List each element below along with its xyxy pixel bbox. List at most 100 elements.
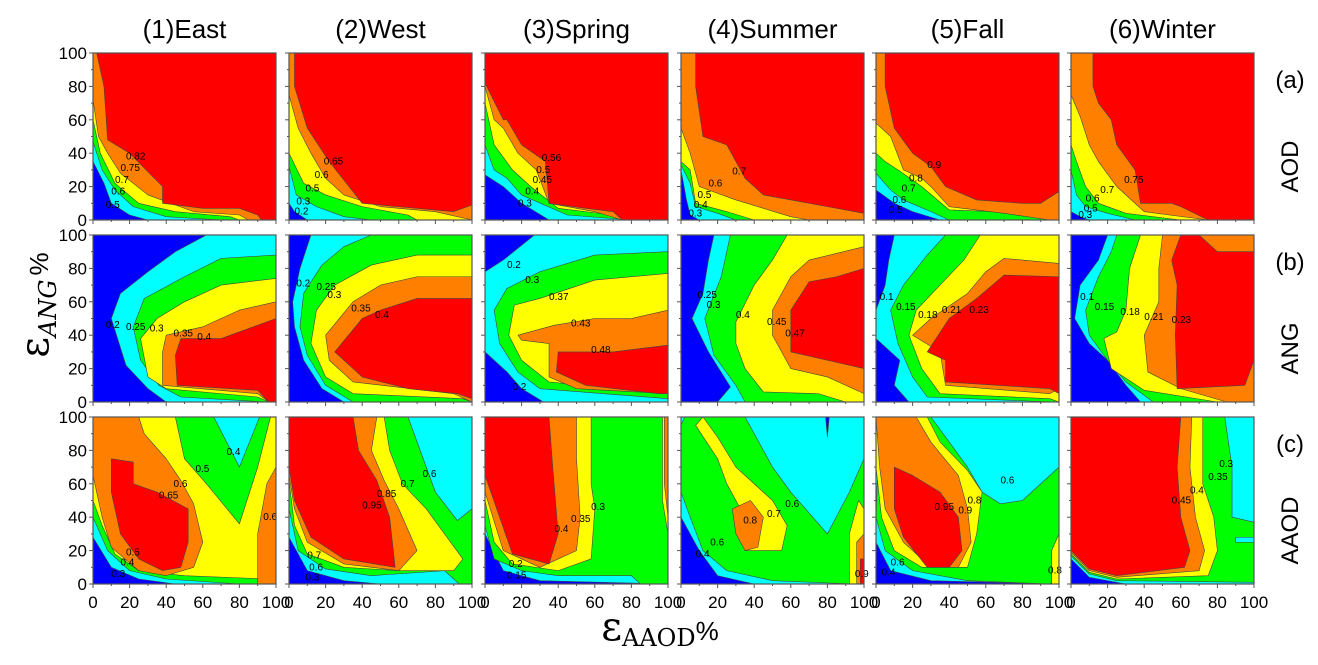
y-tick-label: 0 <box>78 211 87 230</box>
contour-band <box>731 500 764 551</box>
contour-label: 0.3 <box>111 569 125 580</box>
contour-band <box>288 416 396 568</box>
x-tick-label: 100 <box>850 593 878 612</box>
x-tick-label: 80 <box>1013 593 1032 612</box>
contour-label: 0.56 <box>542 153 562 164</box>
contour-label: 0.25 <box>126 322 146 333</box>
contour-label: 0.2 <box>512 382 526 393</box>
contour-label: 0.45 <box>533 175 553 186</box>
contour-band <box>334 298 473 399</box>
y-tick-label: 80 <box>68 259 87 278</box>
contour-label: 0.9 <box>855 569 869 580</box>
contour-label: 0.6 <box>1000 475 1014 486</box>
contour-label: 0.4 <box>120 557 134 568</box>
contour-label: 0.2 <box>509 559 523 570</box>
contour-label: 0.75 <box>120 163 140 174</box>
contour-label: 0.15 <box>507 571 527 582</box>
y-label-suffix: % <box>24 252 54 275</box>
contour-label: 0.2 <box>507 260 521 271</box>
y-tick-label: 20 <box>68 178 87 197</box>
x-tick-label: 20 <box>903 593 922 612</box>
y-tick-label: 40 <box>68 508 87 527</box>
contour-label: 0.82 <box>126 152 146 163</box>
contour-label: 0.4 <box>694 200 708 211</box>
contour-label: 0.35 <box>1208 472 1228 483</box>
contour-label: 0.4 <box>881 567 895 578</box>
contour-band <box>893 466 963 568</box>
x-tick-label: 20 <box>708 593 727 612</box>
contour-panel: 0.7 0.60.50.40.3 <box>677 52 865 224</box>
contour-label: 0.4 <box>227 447 241 458</box>
y-label-symbol: ε <box>12 337 58 358</box>
x-tick-label: 100 <box>458 593 486 612</box>
x-tick-label: 80 <box>426 593 445 612</box>
contour-panel: 0.30.350.4 0.20.15 0 20 40 60 80 100 <box>480 416 682 612</box>
contour-panel: 0.60.70.850.950.70.60.30 20 40 60 80 100 <box>284 416 486 612</box>
x-tick-label: 80 <box>818 593 837 612</box>
contour-label: 0.1 <box>1080 292 1094 303</box>
contour-band <box>1171 234 1255 389</box>
contour-label: 0.25 <box>316 282 336 293</box>
x-tick-label: 20 <box>316 593 335 612</box>
x-tick-label: 100 <box>262 593 290 612</box>
column-title: (6)Winter <box>1109 14 1216 44</box>
contour-label: 0.6 <box>710 537 724 548</box>
contour-label: 0.5 <box>1084 203 1098 214</box>
contour-label: 0.6 <box>892 195 906 206</box>
contour-label: 0.3 <box>296 197 310 208</box>
column-title: (4)Summer <box>707 14 837 44</box>
x-axis-label: εAAOD% <box>601 604 718 652</box>
contour-label: 0.4 <box>736 310 750 321</box>
contour-label: 0.3 <box>327 290 341 301</box>
contour-panel: 0.60.80.90.950.60.4 0.80 20 40 60 80 100 <box>871 416 1073 612</box>
y-tick-label: 60 <box>68 475 87 494</box>
contour-label: 0.3 <box>518 198 532 209</box>
contour-label: 0.45 <box>1172 496 1192 507</box>
contour-label: 0.7 <box>401 479 415 490</box>
x-tick-label: 60 <box>1171 593 1190 612</box>
contour-label: 0.43 <box>571 319 591 330</box>
contour-label: 0.3 <box>688 208 702 219</box>
y-tick-label: 40 <box>68 144 87 163</box>
y-tick-label: 0 <box>78 393 87 412</box>
contour-label: 0.7 <box>115 175 129 186</box>
contour-label: 0.7 <box>902 183 916 194</box>
x-tick-label: 40 <box>157 593 176 612</box>
contour-label: 0.35 <box>351 303 371 314</box>
contour-band <box>695 416 788 551</box>
x-tick-label: 80 <box>622 593 641 612</box>
contour-label: 0.7 <box>1100 185 1114 196</box>
contour-label: 0.8 <box>743 516 757 527</box>
contour-label: 0.6 <box>891 557 905 568</box>
contour-panel: 0.820.750.70.6 0.5 0 20 40 60 80 100 <box>59 44 277 230</box>
contour-label: 0.75 <box>1124 175 1144 186</box>
contour-panel: 0.9 0.80.70.60.5 <box>872 52 1060 224</box>
y-label-subscript: ANG <box>34 279 62 339</box>
row-tag: (b) <box>1275 249 1304 276</box>
contour-label: 0.5 <box>195 464 209 475</box>
contour-label: 0.1 <box>880 292 894 303</box>
row-tag: (a) <box>1275 67 1304 94</box>
contour-label: 0.95 <box>362 501 382 512</box>
contour-label: 0.7 <box>307 551 321 562</box>
x-label-symbol: ε <box>601 604 622 650</box>
x-tick-label: 0 <box>88 593 97 612</box>
column-title: (2)West <box>335 14 426 44</box>
x-tick-label: 100 <box>1045 593 1073 612</box>
y-tick-label: 20 <box>68 360 87 379</box>
contour-label: 0.21 <box>1144 312 1164 323</box>
contour-label: 0.7 <box>732 167 746 178</box>
contour-label: 0.6 <box>174 479 188 490</box>
contour-label: 0.48 <box>591 345 611 356</box>
contour-label: 0.6 <box>708 178 722 189</box>
column-title: (3)Spring <box>523 14 630 44</box>
contour-panel: 0.250.3 0.4 0.450.47 <box>677 234 865 406</box>
contour-label: 0.3 <box>1078 210 1092 221</box>
x-tick-label: 40 <box>745 593 764 612</box>
contour-label: 0.5 <box>536 165 550 176</box>
contour-label: 0.65 <box>324 157 344 168</box>
contour-band <box>790 268 865 369</box>
contour-label: 0.6 <box>1086 193 1100 204</box>
y-tick-label: 100 <box>59 226 87 245</box>
